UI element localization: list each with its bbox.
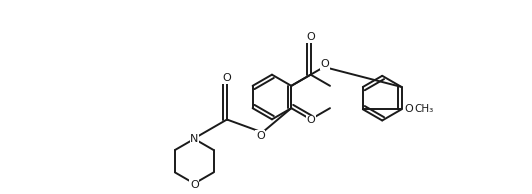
Text: O: O xyxy=(306,115,315,125)
Text: O: O xyxy=(404,104,413,114)
Text: O: O xyxy=(306,32,315,42)
Text: O: O xyxy=(222,73,231,83)
Text: O: O xyxy=(321,59,329,69)
Text: N: N xyxy=(190,134,198,144)
Text: CH₃: CH₃ xyxy=(414,104,434,114)
Text: O: O xyxy=(190,180,198,190)
Text: O: O xyxy=(256,131,265,141)
